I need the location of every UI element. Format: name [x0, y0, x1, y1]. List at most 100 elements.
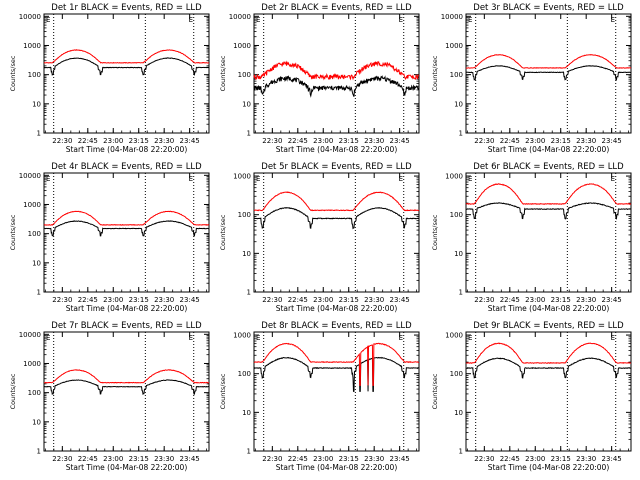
marker-label-left: E	[46, 334, 50, 342]
y-tick-label: 1000	[445, 332, 463, 340]
x-tick-label: 23:15	[551, 296, 571, 304]
y-tick-label: 1	[459, 289, 463, 297]
y-tick-label: 1	[459, 448, 463, 456]
x-tick-label: 23:00	[525, 296, 545, 304]
x-tick-label: 23:00	[313, 137, 333, 145]
y-tick-label: 1000	[23, 201, 41, 209]
x-tick-label: 23:45	[390, 296, 410, 304]
panel-det-4: Det 4r BLACK = Events, RED = LLD 1 10 100 10…	[9, 162, 210, 313]
events-series-line	[253, 75, 420, 98]
panel-title: Det 1r BLACK = Events, RED = LLD	[51, 3, 202, 13]
marker-label: E	[399, 16, 403, 24]
x-tick-label: 22:45	[78, 296, 98, 304]
x-tick-label: 23:00	[525, 455, 545, 463]
panel-title: Det 9r BLACK = Events, RED = LLD	[473, 321, 624, 331]
events-series-line	[253, 356, 420, 392]
x-tick-label: 23:00	[103, 137, 123, 145]
y-tick-label: 100	[238, 370, 251, 378]
x-tick-label: 23:30	[364, 455, 384, 463]
x-tick-label: 23:30	[576, 296, 596, 304]
y-tick-label: 10	[32, 259, 41, 267]
panel-title: Det 3r BLACK = Events, RED = LLD	[473, 3, 624, 13]
events-series-line	[465, 357, 632, 379]
x-tick-label: 23:45	[602, 455, 622, 463]
marker-label-left: E	[46, 16, 50, 24]
panel-title: Det 2r BLACK = Events, RED = LLD	[261, 3, 412, 13]
x-tick-label: 22:30	[474, 137, 494, 145]
y-tick-label: 100	[450, 71, 463, 79]
x-tick-label: 23:45	[602, 296, 622, 304]
y-tick-label: 100	[238, 71, 251, 79]
y-tick-label: 1000	[445, 173, 463, 181]
x-tick-label: 23:45	[390, 137, 410, 145]
y-tick-label: 10	[32, 100, 41, 108]
panel-det-9: Det 9r BLACK = Events, RED = LLD 1 10 100 10…	[431, 321, 632, 472]
panel-title: Det 6r BLACK = Events, RED = LLD	[473, 162, 624, 172]
y-tick-label: 10000	[441, 13, 463, 21]
x-tick-label: 23:00	[313, 296, 333, 304]
y-tick-label: 1000	[23, 42, 41, 50]
marker-label: E	[611, 175, 615, 183]
y-tick-label: 10	[242, 250, 251, 258]
y-tick-label: 10	[454, 100, 463, 108]
x-tick-label: 22:45	[288, 137, 308, 145]
panel-det-7: Det 7r BLACK = Events, RED = LLD 1 10 100 10…	[9, 321, 210, 472]
x-tick-label: 23:15	[551, 455, 571, 463]
axis-frame	[465, 13, 632, 134]
marker-label-left: E	[468, 334, 472, 342]
y-tick-label: 100	[28, 389, 41, 397]
x-tick-label: 22:30	[474, 296, 494, 304]
x-axis-label: Start Time (04-Mar-08 22:20:00)	[66, 304, 188, 313]
y-tick-label: 1000	[233, 332, 251, 340]
lld-series-line	[253, 60, 419, 81]
x-tick-label: 23:15	[551, 137, 571, 145]
x-tick-label: 23:00	[313, 455, 333, 463]
x-tick-label: 23:15	[129, 296, 149, 304]
y-axis-label: Counts/sec	[219, 214, 227, 250]
marker-label-left: E	[468, 16, 472, 24]
events-series-line	[43, 57, 210, 76]
panel-title: Det 5r BLACK = Events, RED = LLD	[261, 162, 412, 172]
x-tick-label: 23:00	[103, 296, 123, 304]
x-tick-label: 22:30	[52, 296, 72, 304]
y-axis-label: Counts/sec	[9, 55, 17, 91]
axis-frame	[253, 331, 420, 452]
lld-series-line	[465, 53, 632, 69]
y-tick-label: 1	[37, 130, 41, 138]
marker-label: E	[189, 334, 193, 342]
panel-det-6: Det 6r BLACK = Events, RED = LLD 1 10 100 10…	[431, 162, 632, 313]
x-tick-label: 23:30	[154, 296, 174, 304]
x-tick-label: 23:45	[390, 455, 410, 463]
x-tick-label: 22:30	[52, 137, 72, 145]
y-tick-label: 10000	[19, 172, 41, 180]
y-tick-label: 1000	[445, 42, 463, 50]
y-tick-label: 1000	[233, 42, 251, 50]
marker-label-left: E	[46, 175, 50, 183]
x-axis-label: Start Time (04-Mar-08 22:20:00)	[66, 145, 188, 154]
x-tick-label: 22:45	[500, 137, 520, 145]
y-axis-label: Counts/sec	[431, 373, 439, 409]
y-tick-label: 1000	[233, 173, 251, 181]
panel-det-2: Det 2r BLACK = Events, RED = LLD 1 10 100 10…	[219, 3, 420, 154]
panel-det-3: Det 3r BLACK = Events, RED = LLD 1 10 100 10…	[431, 3, 632, 154]
x-tick-label: 22:45	[288, 455, 308, 463]
lld-series-line	[43, 369, 210, 384]
x-axis-label: Start Time (04-Mar-08 22:20:00)	[488, 463, 610, 472]
y-tick-label: 1	[247, 289, 251, 297]
x-tick-label: 23:45	[180, 137, 200, 145]
panel-det-5: Det 5r BLACK = Events, RED = LLD 1 10 100 10…	[219, 162, 420, 313]
x-tick-label: 22:30	[262, 137, 282, 145]
lld-series-line	[253, 342, 420, 386]
y-tick-label: 100	[28, 71, 41, 79]
x-axis-label: Start Time (04-Mar-08 22:20:00)	[276, 304, 398, 313]
marker-label-left: E	[256, 334, 260, 342]
y-tick-label: 100	[238, 211, 251, 219]
x-tick-label: 23:30	[364, 296, 384, 304]
panel-det-8: Det 8r BLACK = Events, RED = LLD 1 10 100 10…	[219, 321, 420, 472]
x-tick-label: 23:30	[576, 137, 596, 145]
x-tick-label: 23:00	[103, 455, 123, 463]
x-tick-label: 22:45	[500, 296, 520, 304]
x-axis-label: Start Time (04-Mar-08 22:20:00)	[66, 463, 188, 472]
y-tick-label: 10000	[19, 13, 41, 21]
